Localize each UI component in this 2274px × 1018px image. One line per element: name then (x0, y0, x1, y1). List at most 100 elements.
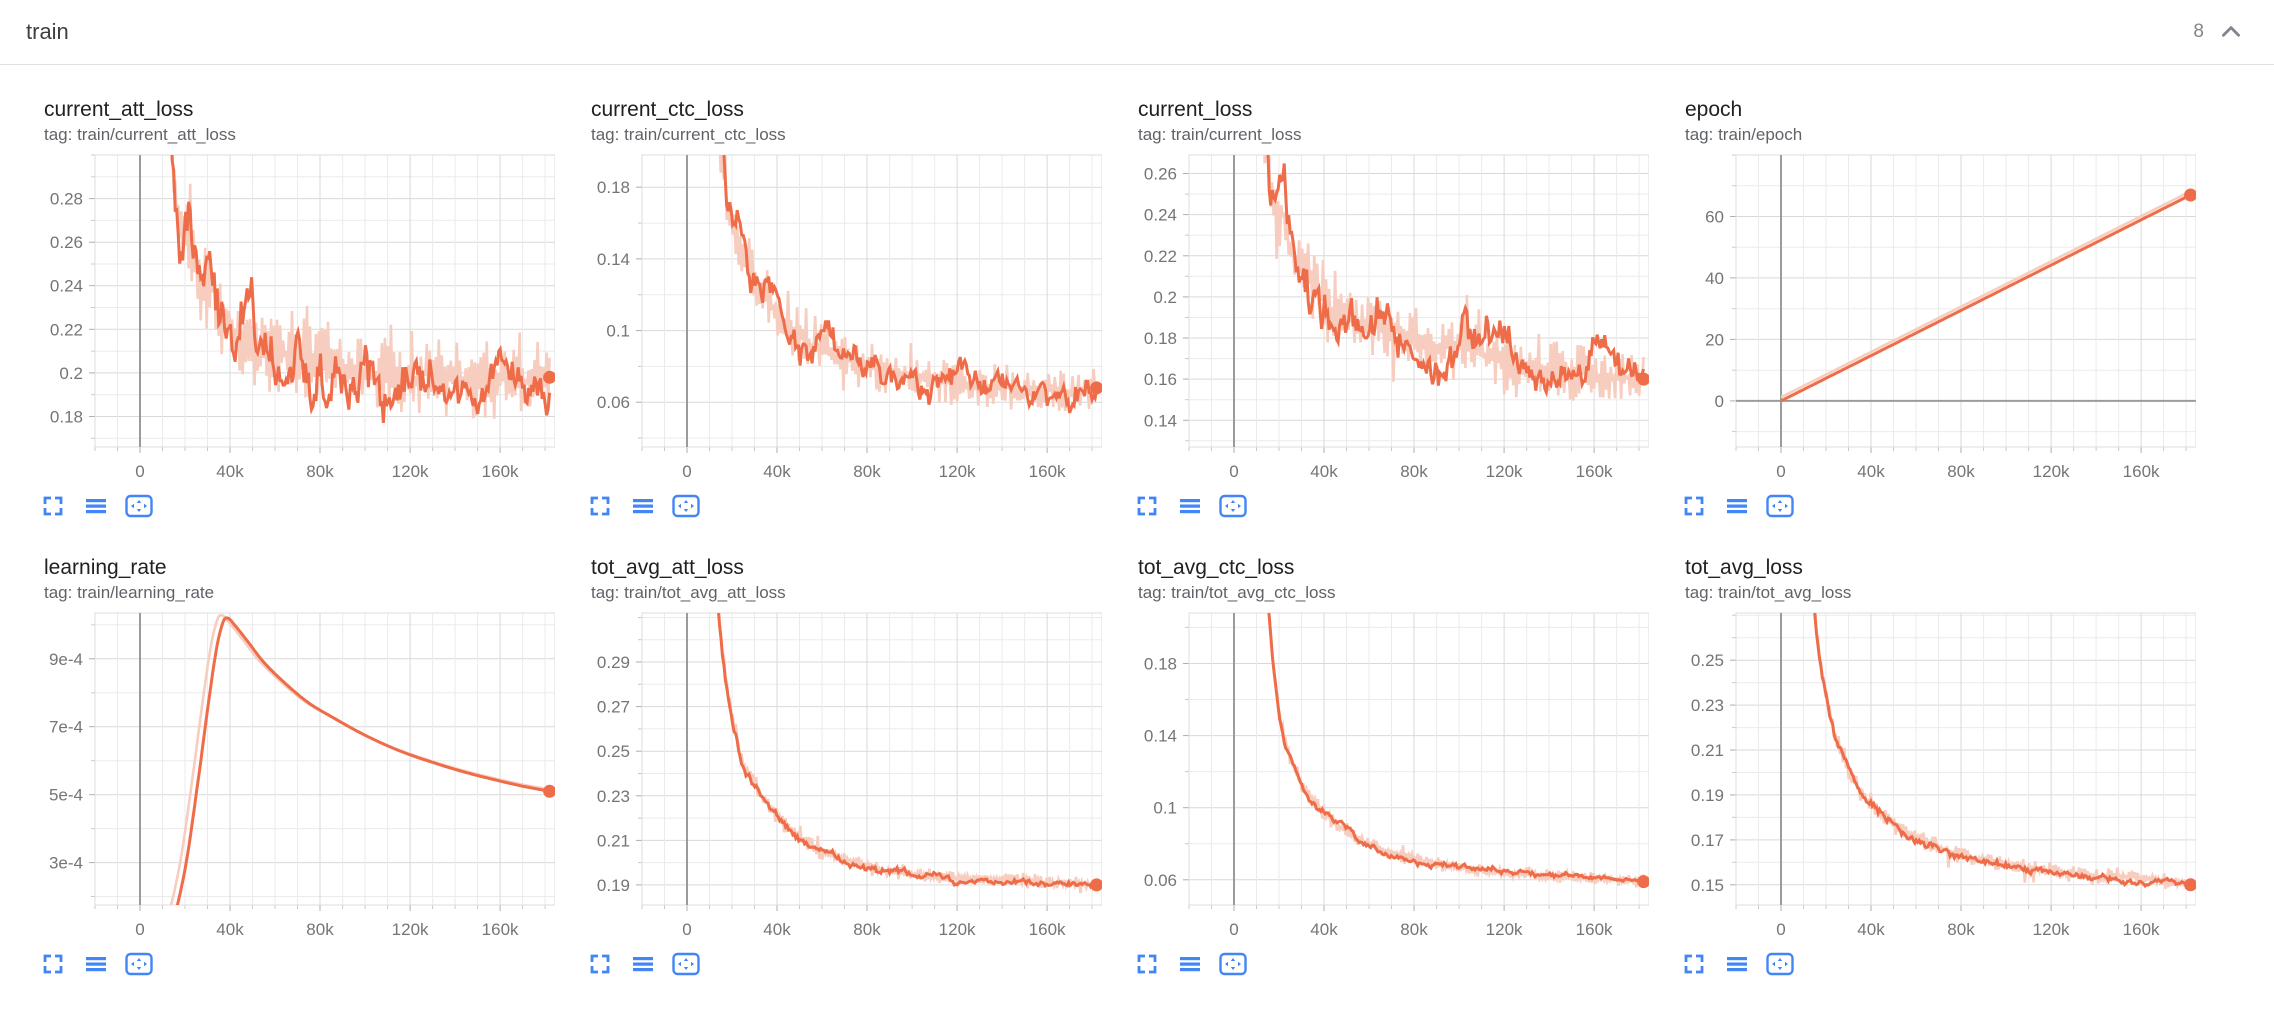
svg-text:5e-4: 5e-4 (49, 786, 83, 805)
svg-text:160k: 160k (1029, 462, 1066, 481)
chart-plot[interactable]: 9e-4 7e-4 5e-4 3e-4 0 40k 80k 120k 160k (25, 609, 555, 939)
svg-text:0.27: 0.27 (597, 698, 630, 717)
full-width-button[interactable] (1723, 950, 1751, 978)
fullscreen-icon (1682, 952, 1706, 976)
full-width-button[interactable] (629, 492, 657, 520)
full-width-button[interactable] (1176, 950, 1204, 978)
svg-text:0.06: 0.06 (1144, 871, 1177, 890)
fit-data-button[interactable] (125, 492, 153, 520)
svg-text:0.18: 0.18 (1144, 655, 1177, 674)
run-section-header[interactable]: train 8 (0, 0, 2274, 65)
svg-text:40k: 40k (1857, 462, 1885, 481)
fullscreen-button[interactable] (1133, 950, 1161, 978)
fit-data-button[interactable] (1219, 950, 1247, 978)
fit-domain-icon (1218, 951, 1248, 977)
svg-text:0.1: 0.1 (606, 322, 630, 341)
svg-text:0: 0 (682, 920, 691, 939)
chart-toolbar (1119, 491, 1649, 521)
full-width-button[interactable] (82, 492, 110, 520)
fit-data-button[interactable] (125, 950, 153, 978)
svg-text:0.14: 0.14 (1144, 727, 1177, 746)
svg-text:40k: 40k (216, 920, 244, 939)
svg-text:0.1: 0.1 (1153, 799, 1177, 818)
full-width-button[interactable] (1723, 492, 1751, 520)
svg-text:80k: 80k (853, 462, 881, 481)
chart-plot[interactable]: 0.18 0.14 0.1 0.06 0 40k 80k 120k 160k (572, 151, 1102, 481)
full-width-button[interactable] (629, 950, 657, 978)
scalar-card: tot_avg_loss tag: train/tot_avg_loss 0.2… (1666, 555, 2196, 979)
svg-text:40k: 40k (1857, 920, 1885, 939)
fit-data-button[interactable] (1766, 492, 1794, 520)
svg-text:120k: 120k (939, 920, 976, 939)
svg-text:0: 0 (1715, 392, 1724, 411)
svg-text:40k: 40k (216, 462, 244, 481)
fullscreen-icon (588, 952, 612, 976)
chart-title: current_ctc_loss (591, 98, 744, 121)
fullscreen-icon (588, 494, 612, 518)
svg-text:80k: 80k (1400, 920, 1428, 939)
chart-plot[interactable]: 0.29 0.27 0.25 0.23 0.21 0.19 0 40k 80k 120k 160k (572, 609, 1102, 939)
svg-text:7e-4: 7e-4 (49, 718, 83, 737)
chart-tag: tag: train/current_ctc_loss (591, 125, 786, 144)
fullscreen-button[interactable] (1680, 492, 1708, 520)
full-width-button[interactable] (1176, 492, 1204, 520)
fullscreen-button[interactable] (39, 950, 67, 978)
chart-plot[interactable]: 0.28 0.26 0.24 0.22 0.2 0.18 0 40k 80k 120k 160k (25, 151, 555, 481)
svg-text:0: 0 (1229, 920, 1238, 939)
fit-data-button[interactable] (1219, 492, 1247, 520)
horizontal-bars-icon (630, 494, 656, 518)
chart-tag: tag: train/epoch (1685, 125, 1803, 144)
chart-toolbar (25, 491, 555, 521)
fullscreen-icon (1682, 494, 1706, 518)
svg-text:160k: 160k (2123, 462, 2160, 481)
svg-text:9e-4: 9e-4 (49, 650, 83, 669)
horizontal-bars-icon (630, 952, 656, 976)
svg-text:40k: 40k (1310, 462, 1338, 481)
svg-text:0.14: 0.14 (597, 250, 630, 269)
chart-tag: tag: train/tot_avg_loss (1685, 583, 1852, 602)
chart-plot[interactable]: 0.26 0.24 0.22 0.2 0.18 0.16 0.14 0 40k 80k 120k 16… (1119, 151, 1649, 481)
chevron-up-icon (2218, 19, 2244, 45)
fullscreen-button[interactable] (586, 950, 614, 978)
chart-tag: tag: train/learning_rate (44, 583, 215, 602)
svg-text:0.24: 0.24 (50, 277, 83, 296)
collapse-section-button[interactable] (2216, 17, 2246, 47)
fit-data-button[interactable] (672, 492, 700, 520)
scalar-card: current_loss tag: train/current_loss 0.2… (1119, 97, 1649, 521)
fit-data-button[interactable] (1766, 950, 1794, 978)
full-width-button[interactable] (82, 950, 110, 978)
svg-text:0: 0 (1776, 462, 1785, 481)
svg-text:40k: 40k (763, 462, 791, 481)
svg-text:0.06: 0.06 (597, 393, 630, 412)
svg-text:0.18: 0.18 (597, 178, 630, 197)
svg-text:120k: 120k (1486, 920, 1523, 939)
svg-text:160k: 160k (1576, 920, 1613, 939)
fullscreen-button[interactable] (586, 492, 614, 520)
svg-text:0.16: 0.16 (1144, 370, 1177, 389)
chart-tag: tag: train/current_loss (1138, 125, 1302, 144)
fit-domain-icon (1765, 493, 1795, 519)
chart-plot[interactable]: 0.25 0.23 0.21 0.19 0.17 0.15 0 40k 80k 120k 160k (1666, 609, 2196, 939)
svg-text:0.23: 0.23 (597, 787, 630, 806)
scalar-card: epoch tag: train/epoch 60 40 20 0 0 40k 80k 120… (1666, 97, 2196, 521)
svg-text:0: 0 (135, 462, 144, 481)
chart-tag: tag: train/tot_avg_ctc_loss (1138, 583, 1336, 602)
chart-plot[interactable]: 0.18 0.14 0.1 0.06 0 40k 80k 120k 160k (1119, 609, 1649, 939)
fullscreen-icon (41, 494, 65, 518)
fit-data-button[interactable] (672, 950, 700, 978)
fullscreen-button[interactable] (39, 492, 67, 520)
fullscreen-button[interactable] (1133, 492, 1161, 520)
scalar-card: current_att_loss tag: train/current_att_… (25, 97, 555, 521)
svg-text:0.21: 0.21 (1691, 741, 1724, 760)
svg-text:20: 20 (1705, 330, 1724, 349)
fullscreen-button[interactable] (1680, 950, 1708, 978)
svg-text:160k: 160k (1029, 920, 1066, 939)
horizontal-bars-icon (83, 952, 109, 976)
scalar-card: current_ctc_loss tag: train/current_ctc_… (572, 97, 1102, 521)
horizontal-bars-icon (1177, 952, 1203, 976)
svg-text:3e-4: 3e-4 (49, 854, 83, 873)
chart-tag: tag: train/current_att_loss (44, 125, 236, 144)
chart-plot[interactable]: 60 40 20 0 0 40k 80k 120k 160k (1666, 151, 2196, 481)
fullscreen-icon (1135, 494, 1159, 518)
svg-text:0: 0 (135, 920, 144, 939)
